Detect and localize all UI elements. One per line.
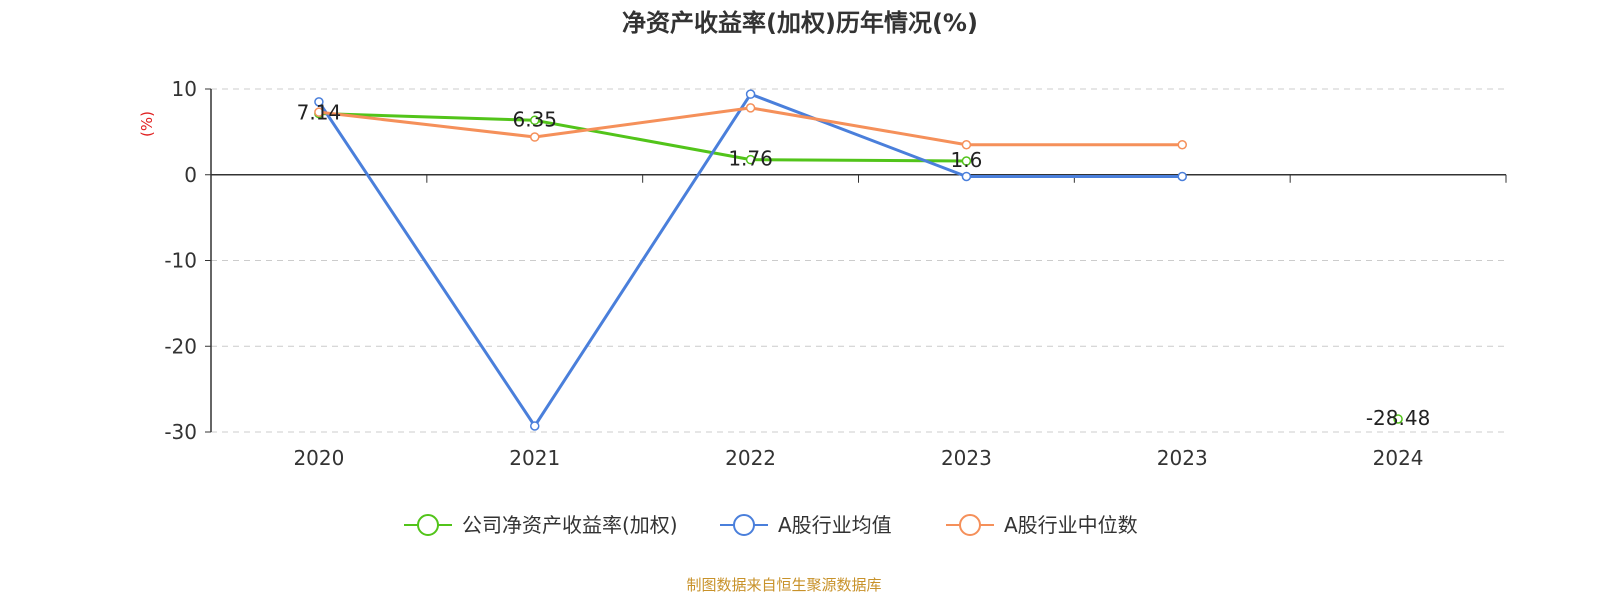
x-tick-label: 2022 [725, 446, 776, 470]
data-point[interactable] [1177, 139, 1187, 150]
legend[interactable]: 公司净资产收益率(加权) A股行业均值 A股行业中位数 [404, 513, 1138, 537]
y-tick-label: 0 [184, 163, 197, 187]
data-point[interactable] [745, 154, 756, 165]
data-point[interactable] [1393, 414, 1403, 424]
data-label: -28.48 [1366, 406, 1430, 430]
series-line [318, 106, 1183, 147]
legend-item-1[interactable]: 公司净资产收益率(加权) [404, 513, 678, 537]
y-tick-label: -30 [164, 420, 197, 444]
data-label: 6.35 [512, 107, 557, 131]
data-label: 7.14 [297, 101, 342, 125]
data-point[interactable] [314, 107, 324, 117]
data-labels: 7.14 6.35 1.76 1.6 -28.48 [297, 101, 1431, 430]
data-point[interactable] [530, 115, 540, 126]
data-point[interactable] [530, 421, 540, 431]
data-point[interactable] [745, 103, 756, 113]
data-point[interactable] [745, 89, 756, 99]
legend-marker [733, 514, 755, 536]
x-tick-label: 2020 [293, 446, 344, 470]
data-point[interactable] [961, 156, 972, 166]
legend-label: 公司净资产收益率(加权) [462, 513, 678, 537]
grid-lines [211, 88, 1506, 433]
data-point[interactable] [961, 139, 972, 150]
y-axis-label: (%) [138, 111, 156, 137]
series-1 [314, 108, 1403, 424]
data-point[interactable] [530, 132, 540, 142]
legend-marker [417, 514, 439, 536]
x-tick-label: 2021 [509, 446, 560, 470]
x-tick-label: 2023 [1157, 446, 1208, 470]
series-line [318, 112, 967, 163]
series-3 [314, 103, 1187, 150]
series-lines [314, 89, 1403, 431]
legend-item-3[interactable]: A股行业中位数 [946, 513, 1138, 537]
x-tick-label: 2023 [941, 446, 992, 470]
legend-marker [959, 514, 981, 536]
x-tick-label: 2024 [1373, 446, 1424, 470]
data-point[interactable] [961, 171, 972, 182]
data-label: 1.6 [951, 148, 983, 172]
data-point[interactable] [314, 97, 324, 107]
data-point[interactable] [1177, 171, 1187, 182]
series-2 [314, 89, 1187, 431]
y-tick-label: 10 [172, 77, 197, 101]
legend-label: A股行业均值 [778, 513, 892, 537]
chart-title: 净资产收益率(加权)历年情况(%) [622, 9, 978, 37]
y-tick-label: -10 [164, 249, 197, 273]
y-tick-label: -20 [164, 334, 197, 358]
axes: 10 0 -10 -20 -30 2020 2021 2022 2023 2023 2024 [164, 77, 1507, 470]
legend-label: A股行业中位数 [1004, 513, 1138, 537]
data-label: 1.76 [728, 147, 773, 171]
legend-item-2[interactable]: A股行业均值 [720, 513, 892, 537]
source-footer: 制图数据来自恒生聚源数据库 [686, 576, 881, 594]
